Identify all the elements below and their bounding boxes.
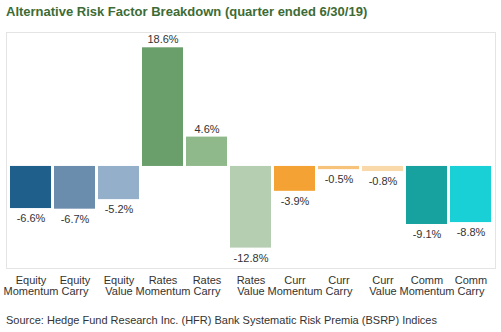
svg-text:EquityCarry: EquityCarry — [60, 274, 91, 297]
svg-text:-12.8%: -12.8% — [234, 252, 269, 264]
svg-text:EquityMomentum: EquityMomentum — [3, 274, 58, 297]
svg-text:-0.8%: -0.8% — [369, 175, 398, 187]
svg-text:18.6%: 18.6% — [147, 33, 178, 45]
svg-text:-5.2%: -5.2% — [105, 203, 134, 215]
svg-text:-6.7%: -6.7% — [61, 213, 90, 225]
svg-text:CurrMomentum: CurrMomentum — [267, 274, 322, 297]
svg-text:EquityValue: EquityValue — [104, 274, 135, 297]
svg-text:-0.5%: -0.5% — [325, 173, 354, 185]
html-text:Source: Hedge Fund Research In: Source: Hedge Fund Research Inc. (HFR) B… — [6, 314, 437, 326]
svg-text:-9.1%: -9.1% — [413, 228, 442, 240]
svg-text:-3.9%: -3.9% — [281, 195, 310, 207]
svg-text:CurrCarry: CurrCarry — [326, 274, 353, 297]
svg-text:4.6%: 4.6% — [194, 123, 219, 135]
svg-text:-8.8%: -8.8% — [457, 226, 486, 238]
html-text:Alternative Risk Factor Breakd: Alternative Risk Factor Breakdown (quart… — [6, 4, 368, 19]
svg-text:RatesMomentum: RatesMomentum — [135, 274, 190, 297]
svg-text:RatesValue: RatesValue — [237, 274, 266, 297]
svg-text:CommCarry: CommCarry — [455, 274, 487, 297]
svg-text:RatesCarry: RatesCarry — [193, 274, 222, 297]
svg-text:CurrValue: CurrValue — [369, 274, 396, 297]
svg-text:CommMomentum: CommMomentum — [399, 274, 454, 297]
svg-text:-6.6%: -6.6% — [17, 212, 46, 224]
